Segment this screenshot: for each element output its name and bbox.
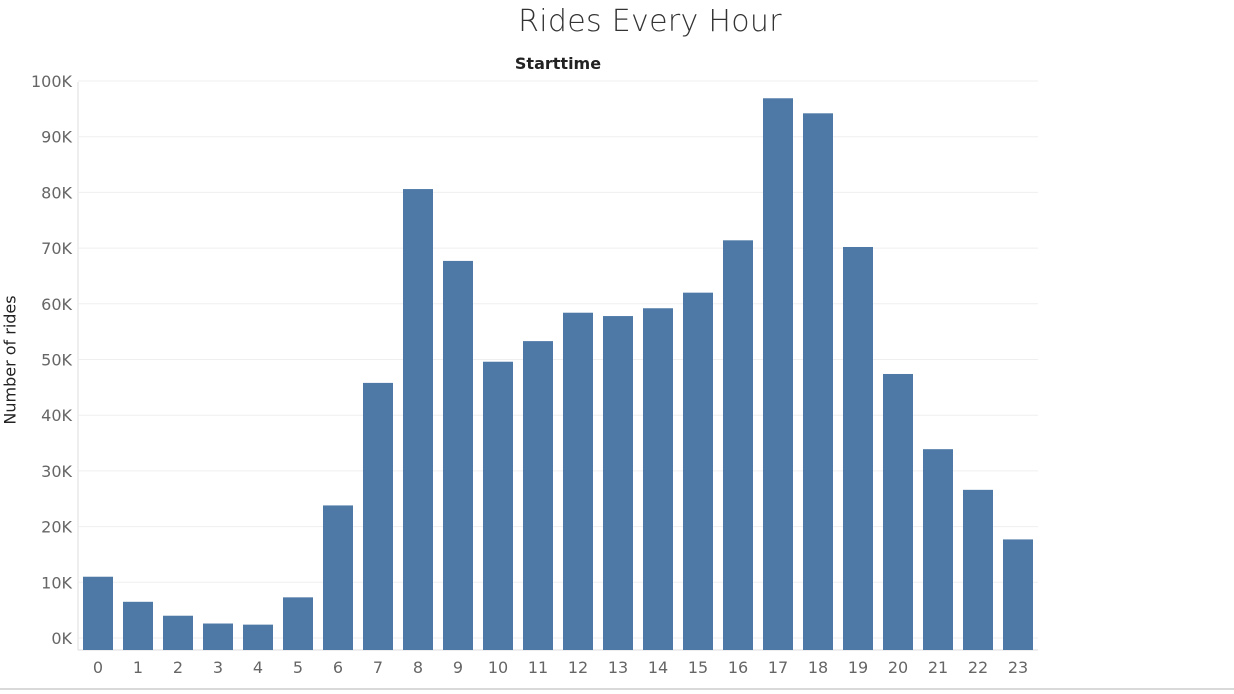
x-tick-label: 2 [173, 658, 183, 677]
bar-hour-4[interactable] [243, 624, 273, 650]
bar-hour-10[interactable] [483, 361, 513, 650]
y-tick-layer: 0K 10K 20K 30K 40K 50K 60K 70K 80K 90K 100K [31, 72, 73, 648]
bar-hour-5[interactable] [283, 597, 313, 650]
chart-title: Rides Every Hour [518, 4, 782, 39]
y-tick-label: 50K [41, 351, 72, 370]
x-tick-label: 21 [928, 658, 948, 677]
x-tick-label: 19 [848, 658, 868, 677]
bar-hour-8[interactable] [403, 189, 433, 651]
x-tick-label: 10 [488, 658, 508, 677]
bar-hour-14[interactable] [643, 308, 673, 650]
x-tick-label: 0 [93, 658, 103, 677]
x-tick-label: 1 [133, 658, 143, 677]
grid-layer [77, 80, 1038, 651]
bar-hour-18[interactable] [803, 113, 833, 650]
x-tick-label: 20 [888, 658, 908, 677]
y-tick-label: 40K [41, 406, 72, 425]
bar-hour-16[interactable] [723, 240, 753, 650]
y-tick-label: 20K [41, 518, 72, 537]
bar-hour-0[interactable] [83, 576, 113, 650]
y-tick-label: 90K [41, 128, 72, 147]
bar-hour-17[interactable] [763, 98, 793, 651]
x-axis-header: Starttime [514, 54, 602, 73]
bottom-divider [0, 688, 1234, 690]
x-tick-label: 12 [568, 658, 588, 677]
bar-hour-11[interactable] [523, 341, 553, 650]
x-tick-label: 17 [768, 658, 788, 677]
bar-hour-20[interactable] [883, 373, 913, 650]
bar-hour-19[interactable] [843, 246, 873, 650]
y-tick-label: 80K [41, 183, 72, 202]
y-tick-label: 60K [41, 295, 72, 314]
x-tick-label: 5 [293, 658, 303, 677]
bar-hour-1[interactable] [123, 601, 153, 650]
bar-layer [83, 98, 1033, 651]
y-tick-label: 70K [41, 239, 72, 258]
x-tick-label: 7 [373, 658, 383, 677]
bar-hour-12[interactable] [563, 312, 593, 650]
bar-hour-23[interactable] [1003, 539, 1033, 650]
x-tick-label: 8 [413, 658, 423, 677]
x-tick-label: 4 [253, 658, 263, 677]
bar-hour-3[interactable] [203, 623, 233, 650]
x-tick-label: 23 [1008, 658, 1028, 677]
x-tick-label: 14 [648, 658, 668, 677]
x-tick-layer: 0 1 2 3 4 5 6 7 8 9 10 11 12 13 14 15 16 17 18 19 20 21 22 23 [93, 658, 1028, 677]
x-tick-label: 6 [333, 658, 343, 677]
y-tick-label: 10K [41, 573, 72, 592]
bar-hour-13[interactable] [603, 316, 633, 650]
x-tick-label: 11 [528, 658, 548, 677]
x-tick-label: 22 [968, 658, 988, 677]
y-tick-label: 30K [41, 462, 72, 481]
bar-hour-15[interactable] [683, 292, 713, 650]
x-tick-label: 3 [213, 658, 223, 677]
bar-hour-22[interactable] [963, 489, 993, 650]
bar-hour-2[interactable] [163, 615, 193, 650]
bar-hour-9[interactable] [443, 260, 473, 650]
bar-hour-7[interactable] [363, 382, 393, 650]
y-tick-label: 0K [51, 629, 72, 648]
x-tick-label: 15 [688, 658, 708, 677]
y-tick-label: 100K [31, 72, 73, 91]
bar-hour-6[interactable] [323, 505, 353, 650]
x-tick-label: 9 [453, 658, 463, 677]
x-tick-label: 18 [808, 658, 828, 677]
x-tick-label: 16 [728, 658, 748, 677]
bar-hour-21[interactable] [923, 449, 953, 650]
x-tick-label: 13 [608, 658, 628, 677]
